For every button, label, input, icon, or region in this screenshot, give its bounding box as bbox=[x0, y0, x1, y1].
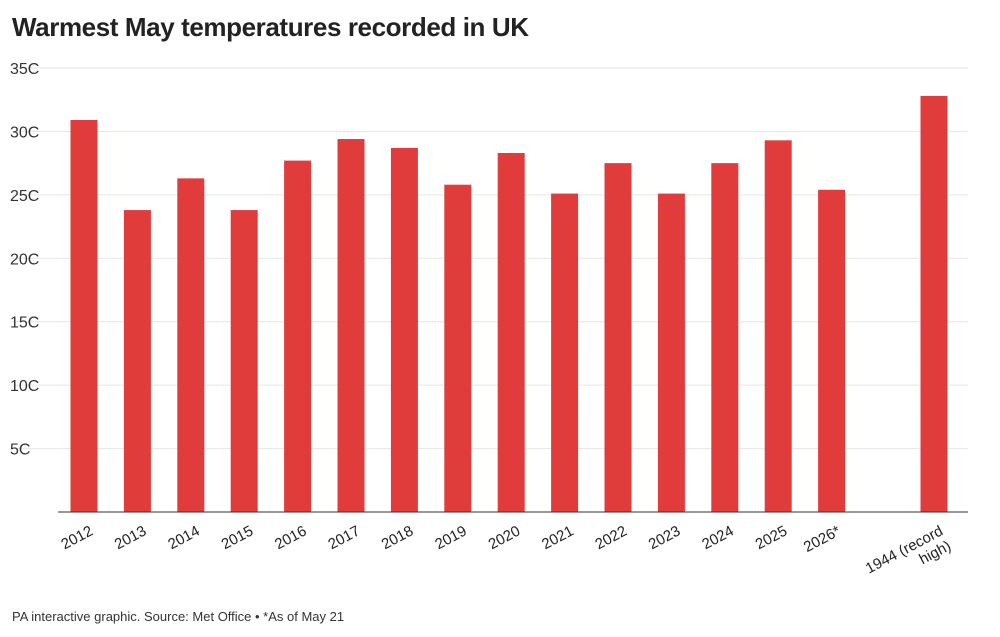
x-tick-label: 2013 bbox=[112, 523, 149, 554]
bar bbox=[920, 95, 948, 512]
x-tick-label: 2022 bbox=[592, 523, 629, 554]
bar bbox=[123, 210, 151, 512]
bar bbox=[604, 163, 632, 512]
x-tick-label: 2015 bbox=[219, 523, 256, 554]
y-tick-label: 30C bbox=[10, 124, 39, 141]
y-tick-label: 5C bbox=[10, 442, 30, 459]
bars bbox=[70, 95, 948, 513]
y-axis-tick-labels: 5C 10C 15C 20C 25C 30C 35C bbox=[10, 61, 39, 459]
x-tick-label: 2017 bbox=[325, 523, 362, 554]
x-tick-label: 2025 bbox=[753, 523, 790, 554]
chart-title: Warmest May temperatures recorded in UK bbox=[12, 12, 529, 42]
bar bbox=[497, 152, 525, 512]
gridlines bbox=[12, 67, 968, 450]
source-footnote: PA interactive graphic. Source: Met Offi… bbox=[12, 609, 345, 624]
x-tick-label: 2014 bbox=[165, 523, 202, 554]
bar bbox=[70, 120, 98, 513]
x-tick-label: 2021 bbox=[539, 523, 576, 554]
y-tick-label: 35C bbox=[10, 61, 39, 78]
bar bbox=[657, 193, 685, 513]
bar bbox=[444, 184, 472, 513]
bar bbox=[764, 140, 792, 512]
x-tick-label: 2026* bbox=[801, 522, 844, 555]
y-tick-label: 20C bbox=[10, 251, 39, 268]
bar bbox=[284, 160, 312, 512]
bar bbox=[711, 163, 739, 512]
y-tick-label: 10C bbox=[10, 378, 39, 395]
x-tick-label: 2012 bbox=[58, 523, 95, 554]
bar bbox=[818, 189, 846, 513]
x-tick-label: 2024 bbox=[699, 523, 736, 554]
x-tick-label: 2023 bbox=[646, 523, 683, 554]
bar bbox=[230, 210, 258, 512]
bar bbox=[337, 139, 365, 513]
bar bbox=[390, 147, 418, 513]
bar bbox=[177, 178, 205, 512]
x-tick-label: 2019 bbox=[432, 523, 469, 554]
y-tick-label: 15C bbox=[10, 315, 39, 332]
x-tick-label: 2018 bbox=[379, 523, 416, 554]
y-tick-label: 25C bbox=[10, 188, 39, 205]
bar bbox=[551, 193, 579, 513]
x-axis-tick-labels: 2012 2013 2014 2015 2016 2017 2018 2019 2020 2021… bbox=[58, 522, 954, 593]
x-tick-label: 2016 bbox=[272, 523, 309, 554]
x-tick-label: 1944 (recordhigh) bbox=[863, 523, 954, 593]
x-tick-label: 2020 bbox=[486, 523, 523, 554]
